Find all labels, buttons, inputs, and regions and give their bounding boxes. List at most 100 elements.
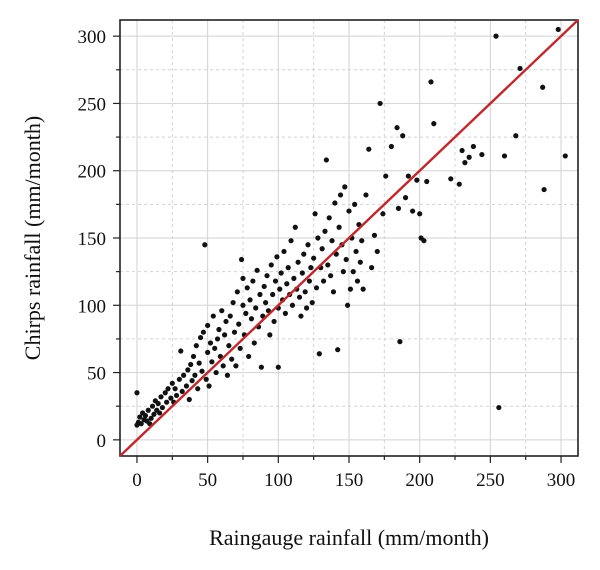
data-point <box>282 310 288 316</box>
data-point <box>207 340 214 346</box>
data-point <box>344 302 351 308</box>
data-point <box>257 291 263 298</box>
data-point <box>332 200 338 206</box>
data-point <box>360 286 366 292</box>
data-point <box>149 403 156 409</box>
data-point <box>363 192 369 198</box>
data-point <box>258 364 264 370</box>
data-point <box>267 332 273 338</box>
data-point <box>192 372 198 378</box>
data-point <box>248 316 255 322</box>
data-point <box>496 404 502 411</box>
data-point <box>206 383 212 389</box>
data-point <box>541 186 547 193</box>
data-point <box>205 322 211 329</box>
data-point <box>165 386 171 392</box>
data-point <box>540 84 546 90</box>
x-tick-label: 0 <box>132 470 142 491</box>
data-point <box>181 372 187 378</box>
data-point <box>185 367 191 373</box>
data-point <box>311 255 317 261</box>
data-point <box>371 232 378 238</box>
data-point <box>271 318 277 325</box>
data-point <box>251 340 257 346</box>
data-point <box>189 378 195 384</box>
data-point <box>291 275 297 281</box>
data-point <box>315 235 321 241</box>
data-point <box>178 348 184 354</box>
data-point <box>155 400 161 407</box>
y-axis-title: Chirps rainfall (mm/month) <box>20 116 45 360</box>
x-tick-label: 250 <box>476 470 505 491</box>
data-point <box>366 146 372 152</box>
data-point <box>346 208 352 214</box>
y-tick-label: 250 <box>78 94 107 115</box>
data-point <box>212 345 218 351</box>
data-point <box>319 246 325 252</box>
data-point <box>195 386 201 392</box>
data-point <box>369 265 375 271</box>
axis-ticks <box>113 35 562 463</box>
data-point <box>466 154 472 160</box>
data-point <box>296 294 303 300</box>
data-point <box>320 278 327 284</box>
data-point <box>335 347 341 353</box>
data-point <box>462 160 468 166</box>
data-point <box>424 178 430 185</box>
y-tick-label: 50 <box>87 364 106 385</box>
data-point <box>134 390 140 396</box>
data-point <box>244 285 250 291</box>
data-point <box>312 211 318 217</box>
data-point <box>186 396 192 403</box>
data-point <box>295 259 301 265</box>
data-point <box>214 336 221 342</box>
data-point <box>347 286 354 292</box>
data-point <box>337 192 344 198</box>
data-point <box>380 211 386 217</box>
data-point <box>226 343 232 349</box>
y-tick-label: 300 <box>78 27 107 48</box>
data-point <box>202 242 208 248</box>
data-points <box>134 26 568 428</box>
data-point <box>479 151 485 158</box>
data-point <box>281 248 287 255</box>
data-point <box>213 369 219 376</box>
x-tick-label: 150 <box>335 470 364 491</box>
data-point <box>159 404 166 411</box>
data-point <box>277 286 283 292</box>
data-point <box>169 380 175 386</box>
data-point <box>302 289 308 295</box>
data-point <box>268 262 274 268</box>
data-point <box>431 121 437 127</box>
data-point <box>417 211 423 217</box>
data-point <box>414 177 420 183</box>
data-point <box>325 262 331 268</box>
data-point <box>233 363 239 369</box>
data-point <box>190 353 197 360</box>
data-point <box>209 359 215 365</box>
data-point <box>353 248 359 255</box>
data-point <box>383 173 389 179</box>
data-point <box>246 353 252 360</box>
data-point <box>137 414 143 420</box>
data-point <box>179 388 185 395</box>
data-point <box>428 79 434 85</box>
data-point <box>470 143 476 150</box>
data-point <box>151 411 157 417</box>
data-point <box>501 153 508 159</box>
data-point <box>278 270 284 276</box>
data-point <box>352 201 358 207</box>
data-point <box>395 205 402 211</box>
data-point <box>377 100 383 107</box>
y-tick-label: 150 <box>78 229 107 250</box>
data-point <box>448 176 454 182</box>
data-point <box>336 224 342 230</box>
y-tick-label: 0 <box>97 431 107 452</box>
data-point <box>328 273 334 279</box>
data-point <box>188 361 194 368</box>
data-point <box>176 376 182 382</box>
data-point <box>342 184 348 190</box>
data-point <box>193 343 199 349</box>
data-point <box>323 157 329 163</box>
